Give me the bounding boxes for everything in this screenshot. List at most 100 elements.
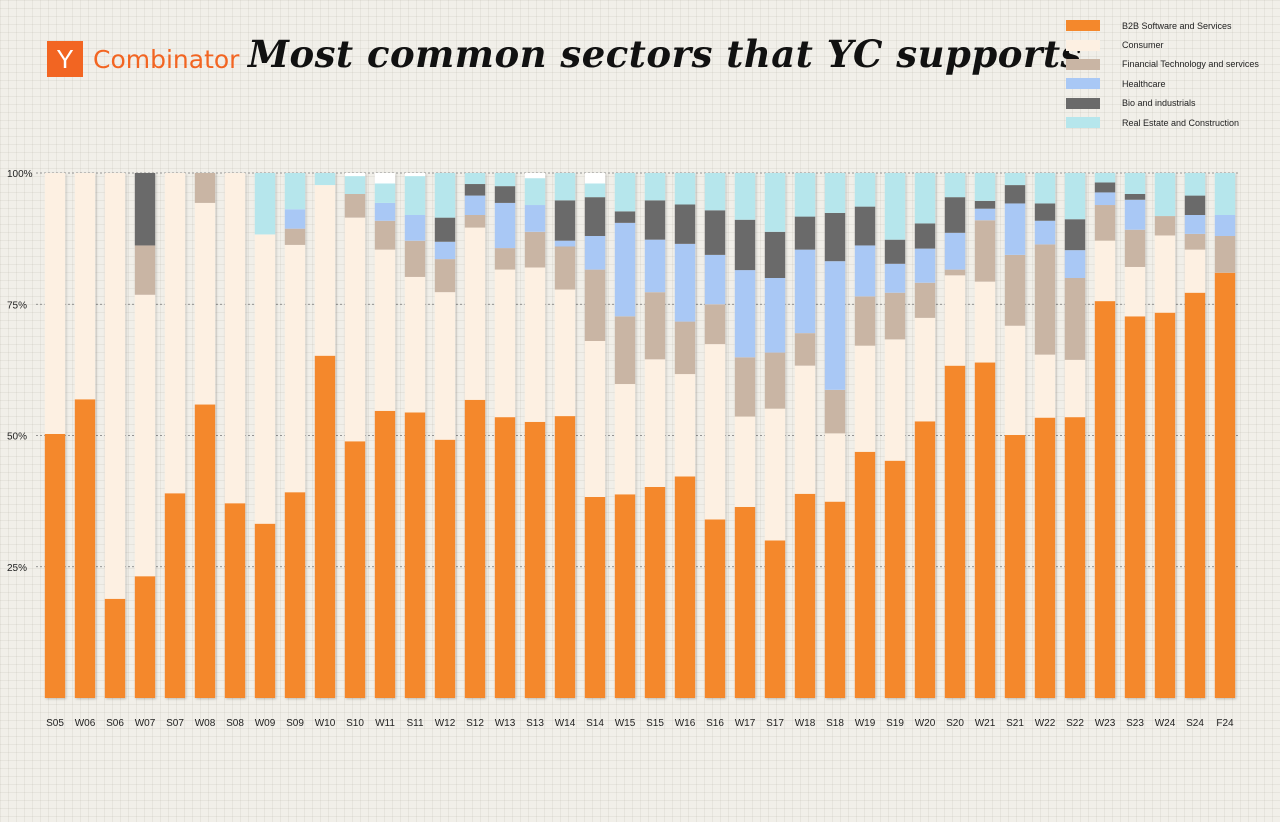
bar-stack [1184, 173, 1206, 698]
legend-item: Bio and industrials [1066, 94, 1276, 113]
bar-segment [344, 217, 366, 442]
bar-stack [764, 173, 786, 698]
bar-segment [1094, 182, 1116, 193]
bar-stack [1214, 173, 1236, 698]
bar-segment [464, 195, 486, 215]
x-tick-label: W20 [915, 718, 936, 729]
bar-segment [1154, 312, 1176, 698]
x-tick-label: S12 [466, 718, 484, 729]
bar-segment [344, 176, 366, 194]
bar-segment [704, 344, 726, 520]
bar-segment [1004, 325, 1026, 435]
bar-segment [494, 202, 516, 249]
bar-segment [1004, 173, 1026, 186]
x-tick-label: W14 [555, 718, 576, 729]
bar-stack [254, 173, 276, 698]
bar-segment [944, 197, 966, 233]
bar-segment [374, 220, 396, 250]
bar-segment [134, 173, 156, 246]
x-tick-label: S24 [1186, 718, 1204, 729]
x-tick-label: W10 [315, 718, 336, 729]
x-tick-label: W23 [1095, 718, 1116, 729]
x-tick-label: W15 [615, 718, 636, 729]
bar-segment [314, 355, 336, 698]
legend-item: Consumer [1066, 35, 1276, 54]
x-tick-label: S10 [346, 718, 364, 729]
bar-segment [1124, 173, 1146, 194]
bar-segment [374, 249, 396, 411]
bar-segment [524, 178, 546, 206]
bar-segment [404, 215, 426, 241]
bar-segment [734, 219, 756, 271]
bar-segment [164, 173, 186, 494]
bar-segment [554, 200, 576, 241]
bar-segment [824, 433, 846, 502]
bar-segment [284, 228, 306, 245]
bar-segment [134, 294, 156, 577]
bar-segment [74, 399, 96, 698]
bar-segment [44, 173, 66, 434]
x-tick-label: S18 [826, 718, 844, 729]
y-tick-label: 100% [7, 169, 33, 180]
yc-logo: Y Combinator [47, 41, 239, 77]
bar-segment [1124, 316, 1146, 698]
x-tick-label: S21 [1006, 718, 1024, 729]
bar-stack [494, 173, 516, 698]
bar-stack [194, 173, 216, 698]
legend-label: B2B Software and Services [1122, 20, 1232, 31]
bar-segment [614, 173, 636, 212]
bar-stack [134, 173, 156, 698]
x-tick-label: S08 [226, 718, 244, 729]
bar-segment [854, 345, 876, 452]
bar-stack [284, 173, 306, 698]
bar-segment [1094, 301, 1116, 698]
bar-segment [104, 598, 126, 698]
bar-segment [464, 173, 486, 185]
bar-segment [644, 292, 666, 360]
bar-segment [794, 333, 816, 366]
bar-segment [1124, 194, 1146, 200]
x-tick-label: S23 [1126, 718, 1144, 729]
bar-segment [524, 205, 546, 232]
x-tick-label: F24 [1216, 718, 1234, 729]
bar-segment [194, 404, 216, 698]
bar-segment [944, 275, 966, 366]
bar-segment [854, 296, 876, 346]
bar-segment [1064, 359, 1086, 418]
bar-stack [914, 173, 936, 698]
x-tick-label: W11 [375, 718, 395, 729]
y-tick-label: 25% [7, 563, 27, 574]
bar-segment [584, 341, 606, 497]
bar-segment [554, 416, 576, 698]
bar-segment [824, 173, 846, 213]
legend-label: Bio and industrials [1122, 98, 1196, 109]
chart-title: Most common sectors that YC supports [248, 32, 1082, 76]
bar-segment [1064, 219, 1086, 251]
bar-segment [734, 270, 756, 358]
bar-segment [224, 503, 246, 698]
bar-segment [494, 417, 516, 698]
bar-segment [854, 245, 876, 297]
bar-segment [854, 173, 876, 207]
bar-segment [764, 278, 786, 353]
bar-segment [764, 408, 786, 541]
bar-stack [884, 173, 906, 698]
x-tick-label: W06 [75, 718, 96, 729]
bar-segment [164, 493, 186, 698]
bar-segment [644, 173, 666, 201]
yc-logo-mark: Y [47, 41, 83, 77]
legend-item: Real Estate and Construction [1066, 113, 1276, 132]
bar-segment [434, 217, 456, 242]
bar-segment [554, 240, 576, 247]
bar-stack [524, 173, 546, 698]
legend-item: B2B Software and Services [1066, 16, 1276, 35]
bar-stack [944, 173, 966, 698]
x-tick-label: S07 [166, 718, 184, 729]
bar-segment [1184, 233, 1206, 250]
bar-segment [974, 220, 996, 282]
bar-segment [794, 249, 816, 334]
bar-segment [1004, 203, 1026, 255]
bar-segment [584, 183, 606, 198]
legend-swatch [1066, 117, 1100, 129]
y-tick-label: 50% [7, 432, 27, 443]
